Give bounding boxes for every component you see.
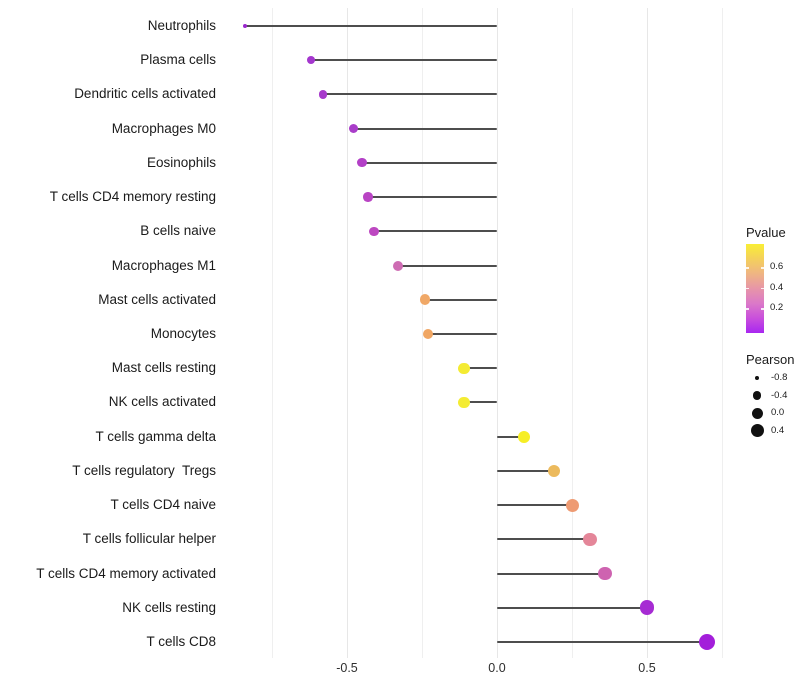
pvalue-colorbar-tick [761,308,764,310]
lollipop-point [357,158,367,168]
y-axis-label: T cells CD4 naive [110,497,216,513]
lollipop-stem [311,59,497,62]
lollipop-point [419,294,431,306]
lollipop-stem [497,640,707,643]
y-axis-label: Eosinophils [146,154,216,170]
lollipop-stem [464,367,497,370]
gridline [347,8,348,658]
y-axis-label: Plasma cells [140,52,216,68]
lollipop-point [369,226,379,237]
lollipop-stem [323,93,497,96]
y-axis-label: NK cells resting [122,599,216,615]
lollipop-stem [368,196,497,199]
y-axis-label: T cells regulatory Tregs [72,462,216,478]
lollipop-point [565,498,579,512]
x-axis-tick-label: 0.0 [488,661,506,675]
lollipop-stem [374,230,497,233]
pearson-size-dot [750,424,764,437]
pvalue-tick-label: 0.6 [770,261,784,272]
y-axis-label: T cells follicular helper [82,531,216,547]
lollipop-point [422,328,434,340]
pvalue-colorbar-tick [761,287,764,289]
lollipop-stem [497,572,605,575]
pvalue-colorbar-tick [746,267,749,269]
pvalue-colorbar-tick [746,287,749,289]
pearson-size-dot [752,391,762,400]
pearson-size-label: 0.4 [771,424,785,436]
lollipop-stem [497,435,524,438]
gridline [722,8,723,658]
pvalue-colorbar-tick [761,267,764,269]
y-axis-label: NK cells activated [108,394,216,410]
lollipop-stem [362,161,497,164]
lollipop-point [363,192,373,202]
y-axis-label: T cells CD4 memory resting [49,189,216,205]
lollipop-point [318,90,328,99]
y-axis-label: T cells CD8 [146,633,216,649]
y-axis-label: T cells CD4 memory activated [36,565,216,581]
gridline [272,8,273,658]
y-axis-label: Mast cells activated [98,291,216,307]
y-axis-label: Macrophages M0 [111,120,216,136]
lollipop-stem [398,264,497,267]
lollipop-stem [245,25,497,27]
lollipop-point [639,600,655,616]
x-axis-tick-label: -0.5 [336,661,358,675]
lollipop-point [458,396,470,408]
pearson-size-label: -0.4 [771,389,788,401]
lollipop-point [698,633,716,651]
y-axis-label: Dendritic cells activated [74,86,216,102]
pearson-size-dot [754,375,760,381]
lollipop-point [518,430,530,443]
lollipop-point [547,464,561,478]
lollipop-stem [497,504,572,507]
y-axis-label: T cells gamma delta [95,428,216,444]
gridline [647,8,648,658]
lollipop-point [348,124,358,134]
lollipop-stem [425,298,497,301]
pearson-legend-title: Pearson [746,352,795,367]
lollipop-point [393,260,403,271]
y-axis-label: B cells naive [140,223,216,239]
lollipop-point [243,24,247,28]
y-axis-label: Mast cells resting [111,360,216,376]
lollipop-stem [353,127,497,130]
lollipop-stem [497,469,554,472]
lollipop-stem [464,401,497,404]
pvalue-tick-label: 0.2 [770,302,784,313]
lollipop-stem [497,538,590,541]
pvalue-colorbar-tick [746,308,749,310]
y-axis-label: Neutrophils [147,18,216,33]
y-axis-label: Monocytes [150,325,216,341]
gridline [572,8,573,658]
lollipop-stem [428,332,497,335]
pvalue-colorbar [746,244,764,333]
lollipop-point [583,532,597,546]
gridline [422,8,423,658]
pearson-size-label: -0.8 [771,372,788,383]
lollipop-point [598,566,612,581]
pvalue-tick-label: 0.4 [770,281,784,293]
y-axis-label: Macrophages M1 [111,257,216,273]
x-axis-tick-label: 0.5 [638,661,656,675]
pearson-size-dot [751,407,763,419]
pvalue-legend-title: Pvalue [746,225,786,240]
lollipop-point [458,362,470,374]
lollipop-point [307,56,315,65]
gridline [497,8,498,658]
pearson-size-label: 0.0 [771,407,785,418]
lollipop-stem [497,606,647,609]
plot-panel [222,8,738,658]
